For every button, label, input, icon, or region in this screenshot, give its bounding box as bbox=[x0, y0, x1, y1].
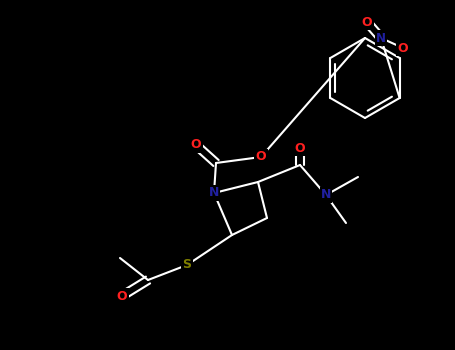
Text: N: N bbox=[376, 32, 386, 44]
Text: O: O bbox=[295, 141, 305, 154]
Text: S: S bbox=[182, 259, 192, 272]
Text: N: N bbox=[209, 187, 219, 199]
Text: O: O bbox=[398, 42, 408, 55]
Text: N: N bbox=[321, 189, 331, 202]
Text: O: O bbox=[191, 139, 201, 152]
Text: O: O bbox=[256, 150, 266, 163]
Text: O: O bbox=[116, 289, 127, 302]
Text: O: O bbox=[362, 15, 372, 28]
